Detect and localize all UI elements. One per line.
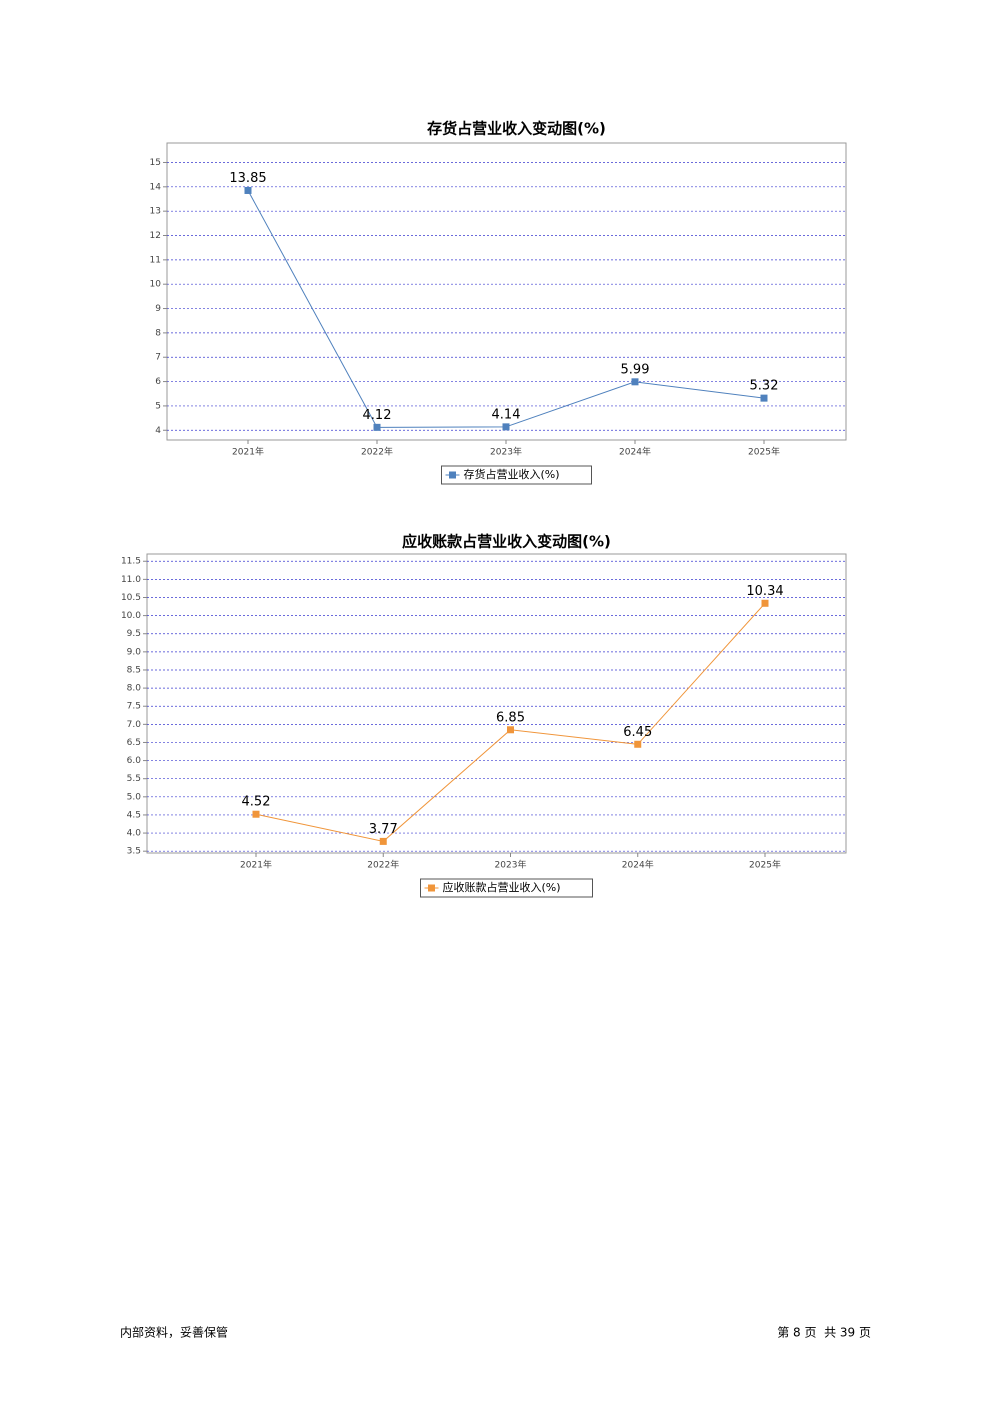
y-tick-label: 6 xyxy=(155,377,161,387)
y-tick-label: 6.0 xyxy=(127,756,142,766)
y-tick-label: 4.0 xyxy=(127,829,142,839)
y-tick-label: 9.5 xyxy=(127,629,141,639)
chart-title: 存货占营业收入变动图(%) xyxy=(427,120,606,138)
point xyxy=(631,378,639,386)
y-tick-label: 9 xyxy=(155,304,161,314)
point xyxy=(379,837,387,845)
y-tick-label: 10.0 xyxy=(121,611,141,621)
data-label: 3.77 xyxy=(369,822,398,837)
legend-marker xyxy=(428,884,435,892)
y-tick-label: 7.5 xyxy=(127,702,141,712)
point xyxy=(507,726,514,734)
legend-label: 应收账款占营业收入(%) xyxy=(443,880,561,894)
legend-box xyxy=(441,465,592,485)
data-label: 5.32 xyxy=(750,379,779,394)
point xyxy=(244,186,252,194)
y-tick-label: 15 xyxy=(150,158,161,168)
y-tick-label: 12 xyxy=(150,231,161,241)
data-label: 5.99 xyxy=(621,362,650,377)
x-tick-label: 2023年 xyxy=(495,859,527,871)
y-tick-label: 10.5 xyxy=(121,593,141,603)
x-tick-label: 2021年 xyxy=(232,446,264,458)
footer-right: 第 8 页 共 39 页 xyxy=(777,1326,871,1340)
y-tick-label: 8.0 xyxy=(127,684,142,694)
plot-area xyxy=(146,553,847,854)
point xyxy=(373,423,381,431)
y-tick-label: 4.5 xyxy=(127,810,141,820)
x-tick-label: 2024年 xyxy=(619,446,651,458)
y-tick-label: 11 xyxy=(150,255,161,265)
point xyxy=(760,394,768,402)
point xyxy=(252,810,260,818)
y-tick-label: 10 xyxy=(150,280,162,290)
data-label: 6.45 xyxy=(623,725,652,740)
y-tick-label: 3.5 xyxy=(127,847,141,857)
y-tick-label: 7.0 xyxy=(127,720,142,730)
x-tick-label: 2022年 xyxy=(361,446,393,458)
x-tick-label: 2025年 xyxy=(749,859,781,871)
data-label: 10.34 xyxy=(746,584,783,599)
data-label: 13.85 xyxy=(229,171,266,186)
y-tick-label: 5.0 xyxy=(127,792,142,802)
data-label: 4.52 xyxy=(242,795,271,810)
y-tick-label: 14 xyxy=(150,182,162,192)
x-tick-label: 2024年 xyxy=(622,859,654,871)
y-tick-label: 11.0 xyxy=(121,575,141,585)
y-tick-label: 7 xyxy=(155,353,161,363)
y-tick-label: 9.0 xyxy=(127,647,142,657)
chart-title: 应收账款占营业收入变动图(%) xyxy=(402,533,611,551)
y-tick-label: 11.5 xyxy=(121,557,141,567)
y-tick-label: 8 xyxy=(155,328,161,338)
plot-area xyxy=(166,142,847,441)
y-tick-label: 4 xyxy=(155,426,161,436)
x-tick-label: 2022年 xyxy=(367,859,399,871)
x-tick-label: 2025年 xyxy=(748,446,780,458)
y-tick-label: 5 xyxy=(155,401,161,411)
data-label: 4.14 xyxy=(492,407,521,422)
legend-box xyxy=(420,878,593,898)
y-tick-label: 13 xyxy=(150,207,161,217)
point xyxy=(502,423,510,431)
point xyxy=(634,740,642,748)
data-label: 4.12 xyxy=(363,408,392,423)
legend-marker xyxy=(449,471,456,479)
y-tick-label: 8.5 xyxy=(127,665,141,675)
data-label: 6.85 xyxy=(496,710,525,725)
x-tick-label: 2021年 xyxy=(240,859,272,871)
y-tick-label: 6.5 xyxy=(127,738,141,748)
footer-left: 内部资料，妥善保管 xyxy=(120,1325,228,1340)
y-tick-label: 5.5 xyxy=(127,774,141,784)
legend-label: 存货占营业收入(%) xyxy=(464,467,560,481)
x-tick-label: 2023年 xyxy=(490,446,522,458)
point xyxy=(761,599,769,607)
